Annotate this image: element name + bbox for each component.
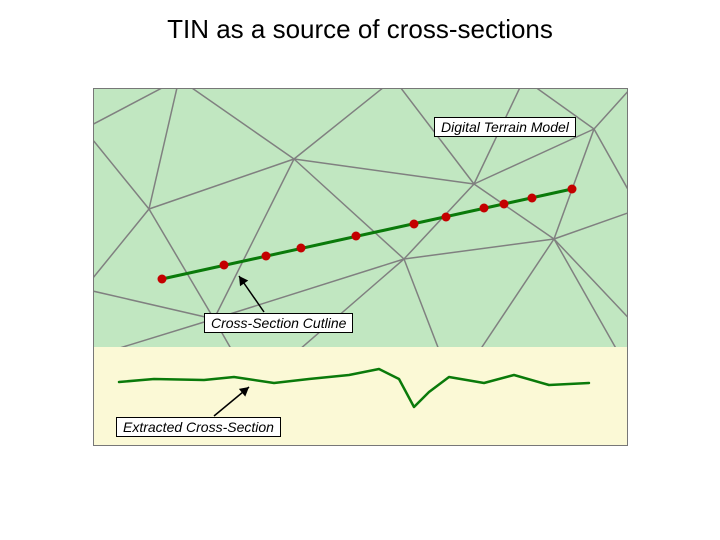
panel-profile: Extracted Cross-Section — [94, 347, 627, 445]
label-extracted: Extracted Cross-Section — [116, 417, 281, 437]
figure: Digital Terrain Model Cross-Section Cutl… — [93, 88, 628, 446]
slide-title: TIN as a source of cross-sections — [0, 14, 720, 45]
label-cutline: Cross-Section Cutline — [204, 313, 353, 333]
label-dtm: Digital Terrain Model — [434, 117, 576, 137]
panel-tin: Digital Terrain Model Cross-Section Cutl… — [94, 89, 627, 347]
